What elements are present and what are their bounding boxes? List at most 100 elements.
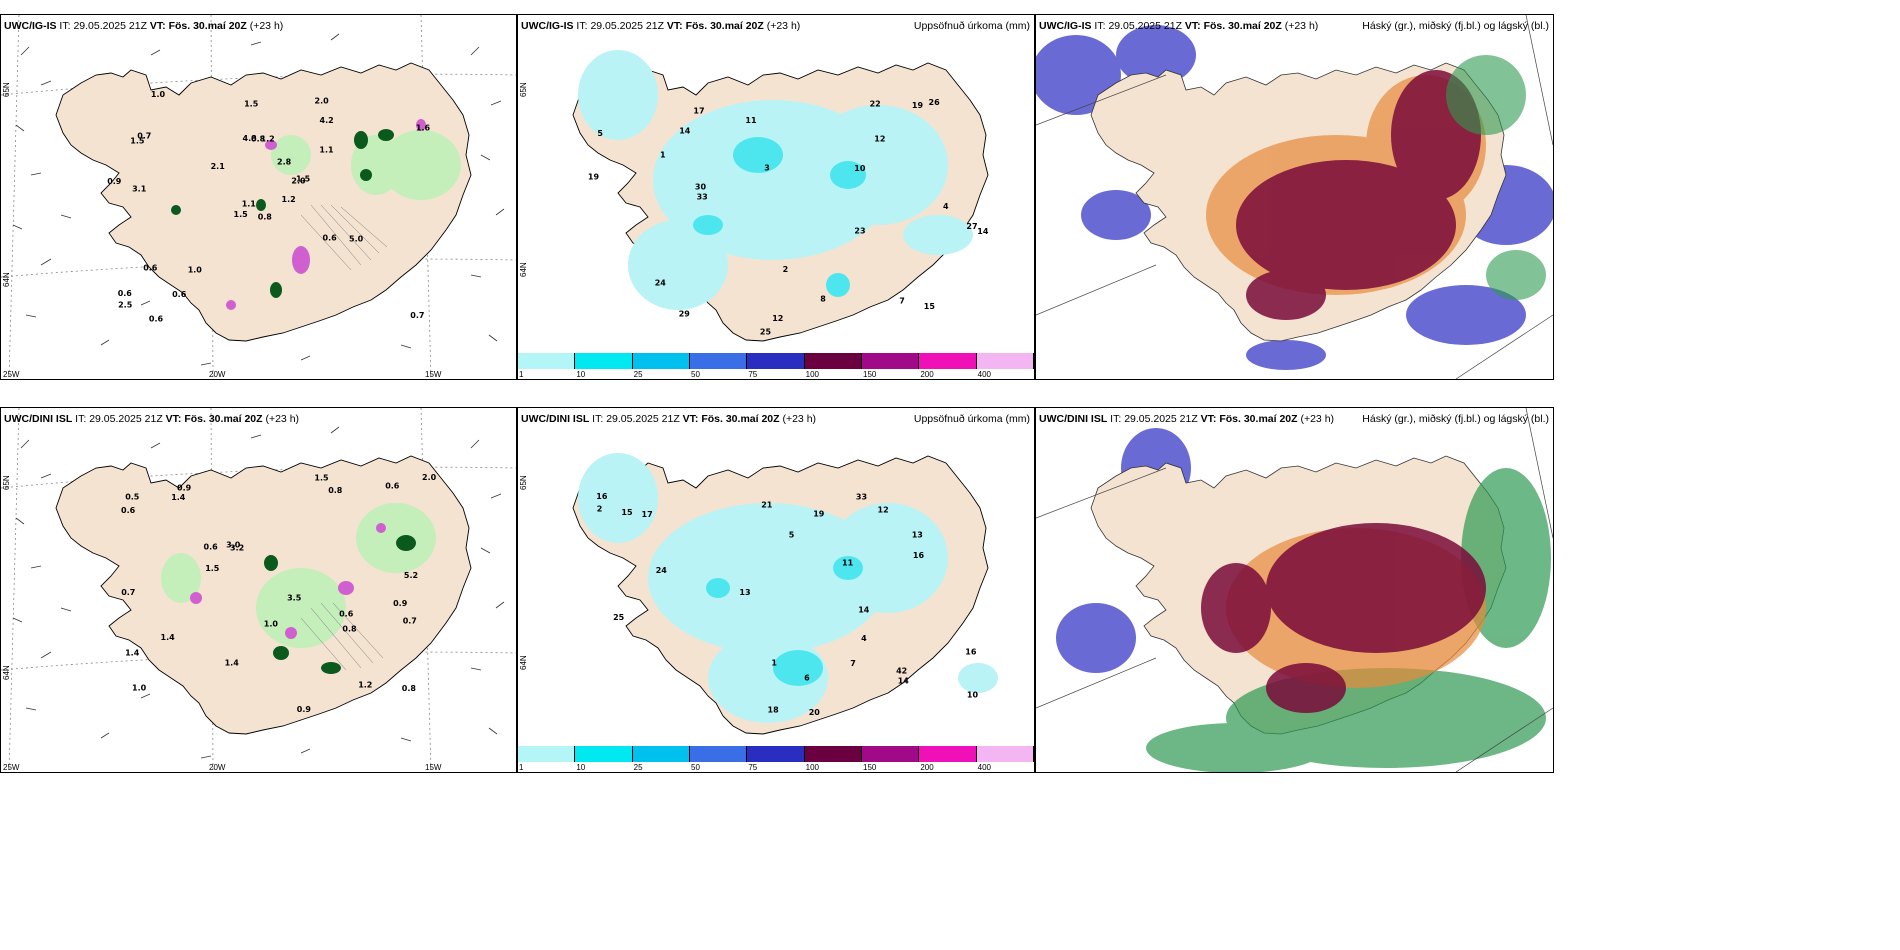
map-value-label: 18 <box>768 706 780 715</box>
colorbar-swatch <box>632 353 690 369</box>
map-value-label: 0.8 <box>258 213 273 222</box>
precip-title: Uppsöfnuð úrkoma (mm) <box>913 20 1030 32</box>
cloud-green <box>1446 55 1546 300</box>
map-value-label: 42 <box>896 667 907 676</box>
lat-label: 64N <box>519 655 528 670</box>
map-value-label: 2.0 <box>315 96 330 105</box>
lat-label: 65N <box>2 475 11 490</box>
map-value-label: 10 <box>854 164 866 173</box>
map-value-label: 12 <box>772 314 783 323</box>
map-value-label: 13 <box>739 588 750 597</box>
panel-wind-row1: UWC/IG-IS IT: 29.05.2025 21Z VT: Fös. 30… <box>0 14 517 380</box>
map-value-label: 17 <box>642 510 653 519</box>
colorbar-swatch <box>919 353 977 369</box>
map-value-label: 1.1 <box>242 200 257 209</box>
colorbar-label: 200 <box>920 763 934 772</box>
colorbar-label: 50 <box>691 763 700 772</box>
map-value-label: 14 <box>898 676 910 685</box>
map-value-label: 24 <box>655 279 667 288</box>
lat-label: 64N <box>2 665 11 680</box>
map-value-label: 5.0 <box>349 235 364 244</box>
map-value-label: 1.2 <box>261 134 275 143</box>
panel-title: UWC/IG-IS IT: 29.05.2025 21Z VT: Fös. 30… <box>4 20 284 32</box>
cloud-map <box>1036 408 1553 772</box>
map-value-label: 4 <box>943 202 949 211</box>
colorbar-label: 150 <box>863 763 877 772</box>
colorbar-label: 10 <box>576 370 586 379</box>
green-areas <box>271 130 461 200</box>
map-value-label: 10 <box>967 690 979 699</box>
map-value-label: 25 <box>613 613 625 622</box>
map-value-label: 1 <box>771 658 777 667</box>
panel-title: UWC/DINI ISL IT: 29.05.2025 21Z VT: Fös.… <box>521 413 817 425</box>
lat-label: 64N <box>2 272 11 287</box>
map-value-label: 1.5 <box>244 100 259 109</box>
map-value-label: 0.6 <box>149 315 164 324</box>
map-value-label: 24 <box>656 566 668 575</box>
cloud-title: Háský (gr.), miðský (fj.bl.) og lágský (… <box>1362 20 1549 32</box>
panel-wind-row2: UWC/DINI ISL IT: 29.05.2025 21Z VT: Fös.… <box>0 407 517 773</box>
colorbar-swatch <box>575 353 633 369</box>
map-value-label: 1.5 <box>234 210 249 219</box>
map-value-label: 7 <box>899 297 905 306</box>
colorbar-label: 1 <box>519 763 524 772</box>
map-value-label: 22 <box>870 100 881 109</box>
panel-precip-row1: UWC/IG-IS IT: 29.05.2025 21Z VT: Fös. 30… <box>517 14 1035 380</box>
colorbar-label: 10 <box>576 763 586 772</box>
colorbar-swatch <box>690 746 748 762</box>
map-value-label: 8 <box>820 295 826 304</box>
map-value-label: 0.6 <box>143 264 158 273</box>
map-value-label: 6 <box>804 673 810 682</box>
map-value-label: 7 <box>850 659 856 668</box>
colorbar-swatch <box>862 746 920 762</box>
map-value-label: 21 <box>761 500 773 509</box>
panel-title: UWC/DINI ISL IT: 29.05.2025 21Z VT: Fös.… <box>4 413 300 425</box>
colorbar-label: 1 <box>519 370 524 379</box>
colorbar-swatch <box>804 746 862 762</box>
colorbar-swatch <box>575 746 633 762</box>
colorbar-label: 400 <box>977 763 992 772</box>
map-value-label: 1.0 <box>264 619 279 628</box>
map-value-label: 12 <box>874 134 885 143</box>
lat-label: 65N <box>519 82 528 97</box>
colorbar-label: 400 <box>977 370 992 379</box>
colorbar-label: 100 <box>805 370 820 379</box>
map-value-label: 3.2 <box>230 544 244 553</box>
map-value-label: 1.5 <box>314 473 329 482</box>
colorbar-swatch <box>747 353 805 369</box>
map-value-label: 0.6 <box>339 609 354 618</box>
cloud-title: Háský (gr.), miðský (fj.bl.) og lágský (… <box>1362 413 1549 425</box>
panel-cloud-row1: UWC/IG-IS IT: 29.05.2025 21Z VT: Fös. 30… <box>1035 14 1554 380</box>
map-value-label: 4 <box>861 634 867 643</box>
map-value-label: 16 <box>913 551 925 560</box>
colorbar-swatch <box>804 353 862 369</box>
map-value-label: 3.1 <box>132 185 147 194</box>
precip-title: Uppsöfnuð úrkoma (mm) <box>913 413 1030 425</box>
colorbar-swatch <box>518 353 576 369</box>
map-value-label: 1.5 <box>296 174 311 183</box>
map-value-label: 2.8 <box>277 157 292 166</box>
map-value-label: 0.6 <box>121 506 136 515</box>
lat-label: 65N <box>519 475 528 490</box>
magenta-spots <box>226 119 426 310</box>
map-value-label: 1.0 <box>188 266 203 275</box>
map-value-label: 16 <box>596 492 608 501</box>
wind-map: 0.6 0.9 1.0 0.9 3.2 1.2 1.4 0.8 0.6 0.9 0.6 0.7 0.5 0… <box>1 408 516 772</box>
cloud-map <box>1036 15 1553 379</box>
map-value-label: 3.0 <box>226 541 241 550</box>
colorbar: 1 10 25 50 75 100 150 200 400 <box>518 746 1034 772</box>
map-value-label: 0.9 <box>393 599 408 608</box>
map-value-label: 0.6 <box>385 482 400 491</box>
map-value-label: 0.8 <box>402 684 417 693</box>
map-value-label: 15 <box>621 508 633 517</box>
map-value-label: 19 <box>813 510 825 519</box>
map-value-label: 2.1 <box>211 162 226 171</box>
hatch <box>300 204 388 271</box>
lon-label: 25W <box>3 370 20 379</box>
map-value-label: 2.0 <box>291 177 306 186</box>
map-value-label: 20 <box>809 708 821 717</box>
map-value-label: 25 <box>760 327 772 336</box>
map-value-label: 0.6 <box>172 290 187 299</box>
map-value-label: 17 <box>693 107 704 116</box>
dark-green <box>171 129 394 298</box>
